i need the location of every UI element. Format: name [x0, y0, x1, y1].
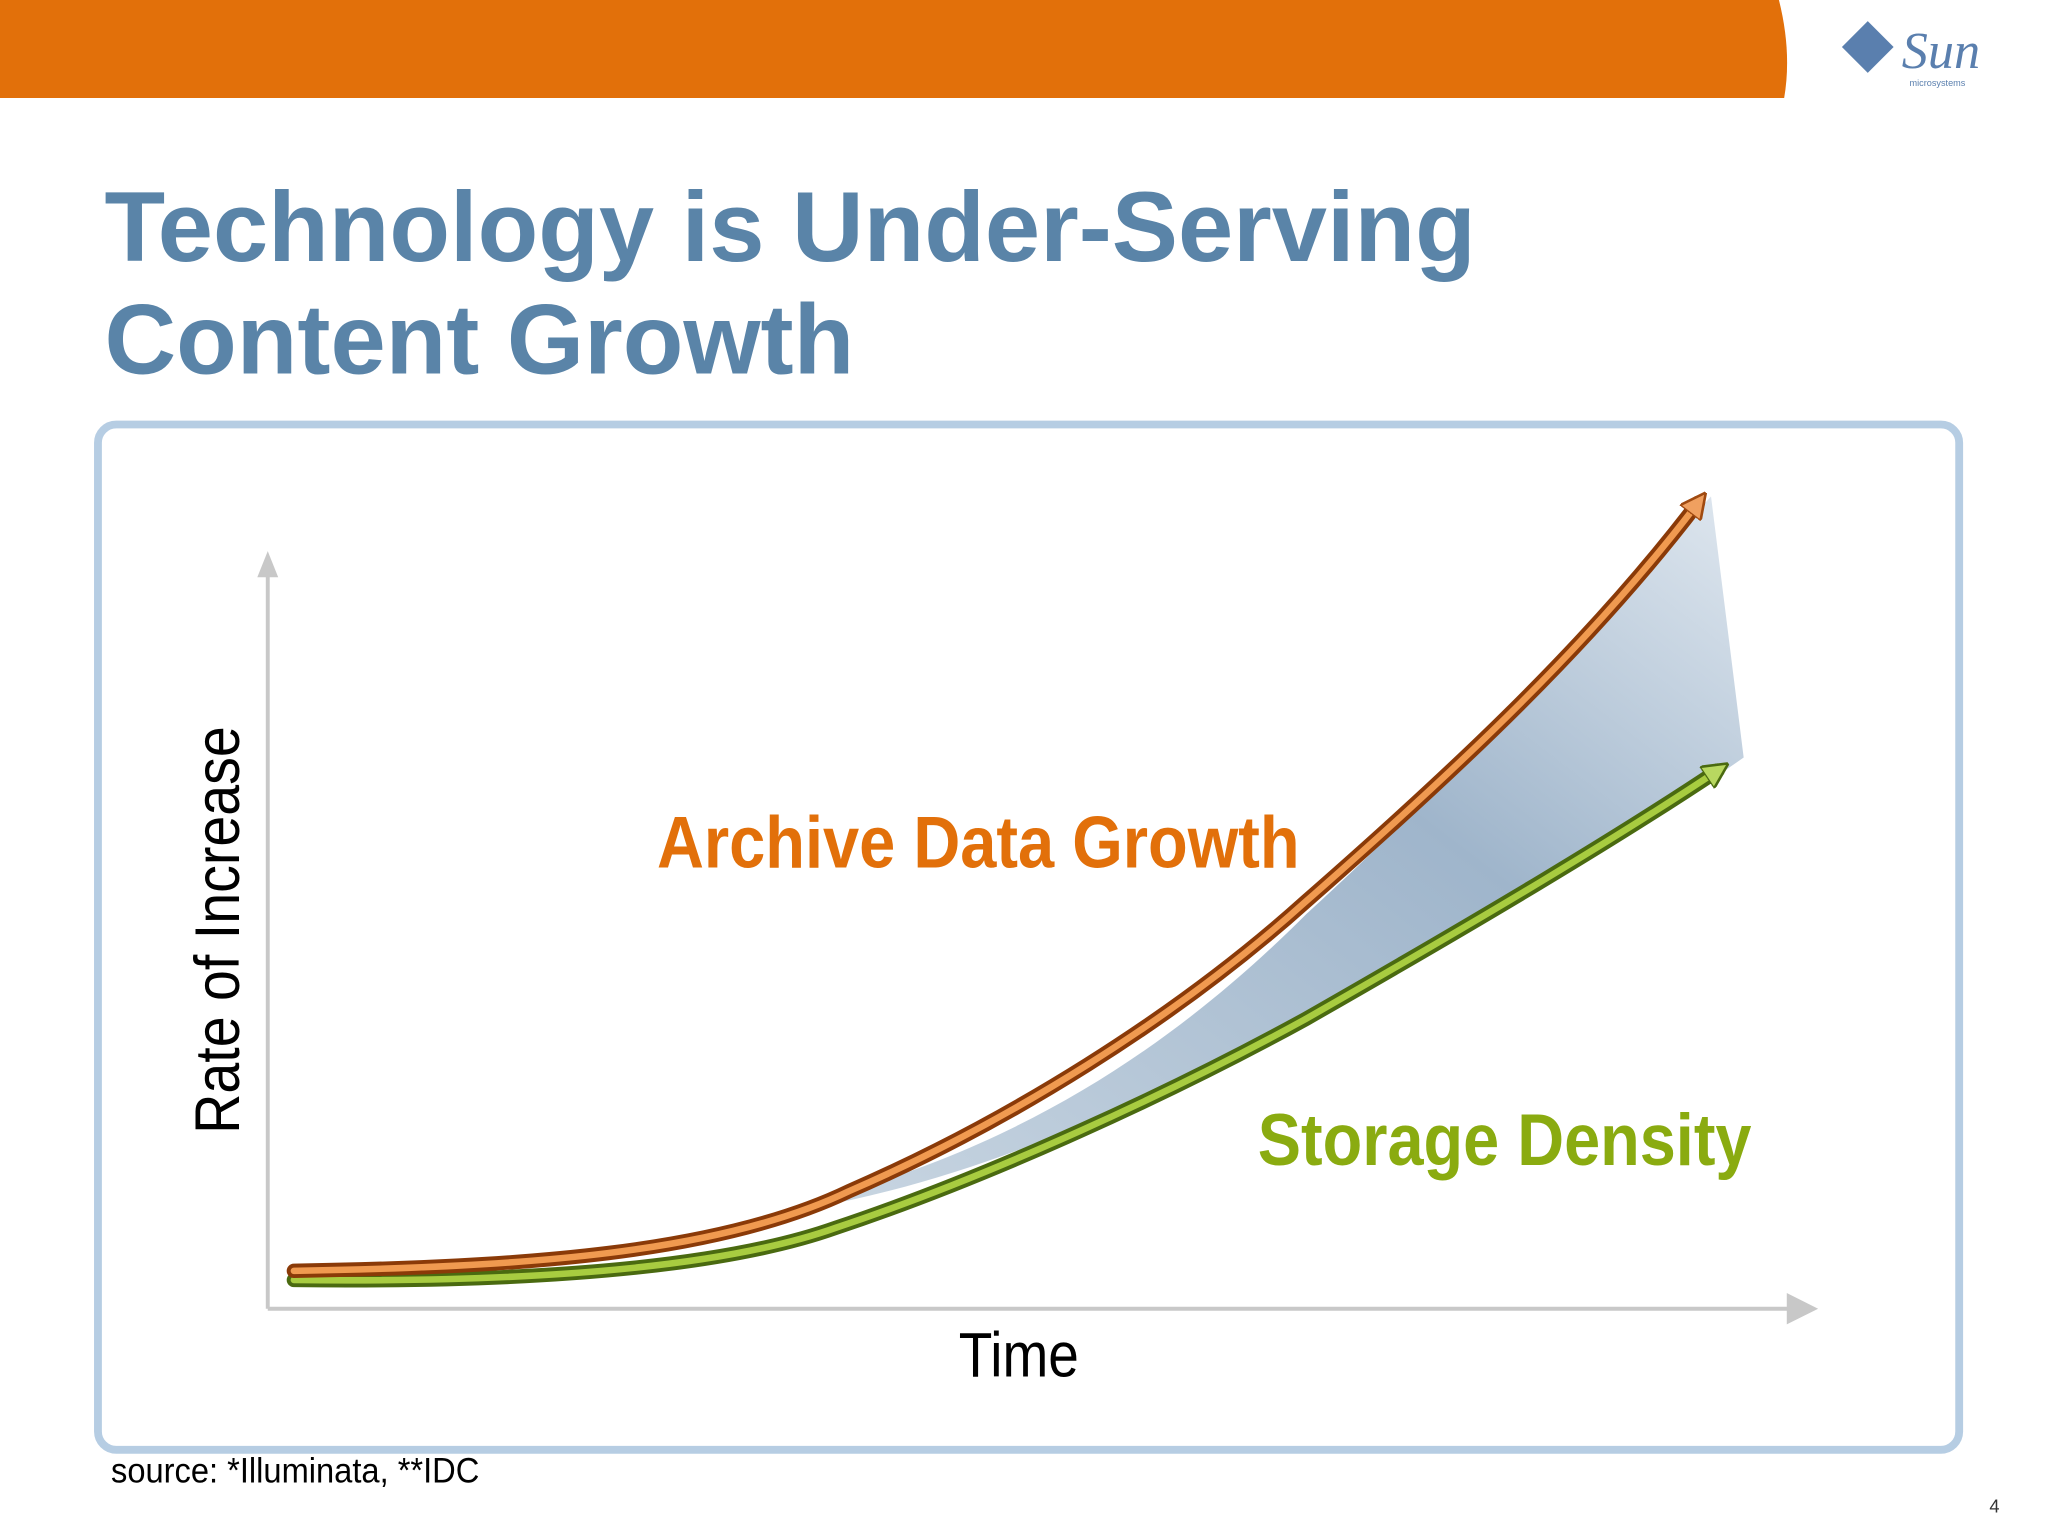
y-axis-arrow [257, 551, 279, 578]
y-axis-label: Rate of Increase [183, 726, 253, 1134]
archive-curve [290, 503, 1698, 1275]
diagram-panel [94, 420, 1964, 1454]
x-axis-label: Time [959, 1321, 1079, 1391]
header-band [0, 0, 1788, 98]
logo: Sun microsystems [1841, 21, 1980, 88]
x-axis-arrow [1786, 1293, 1819, 1325]
curve-label: Archive Data Growth [657, 802, 1300, 883]
logo-subtitle: microsystems [1910, 78, 1966, 88]
title-line: Content Growth [104, 285, 854, 396]
title-line: Technology is Under-Serving [104, 172, 1475, 283]
page-number: 4 [1989, 1495, 1999, 1516]
curve-label: Storage Density [1258, 1100, 1752, 1181]
storage-curve [290, 771, 1718, 1284]
source-note: source: *Illuminata, **IDC [111, 1451, 479, 1490]
logo-text: Sun [1902, 22, 1980, 80]
